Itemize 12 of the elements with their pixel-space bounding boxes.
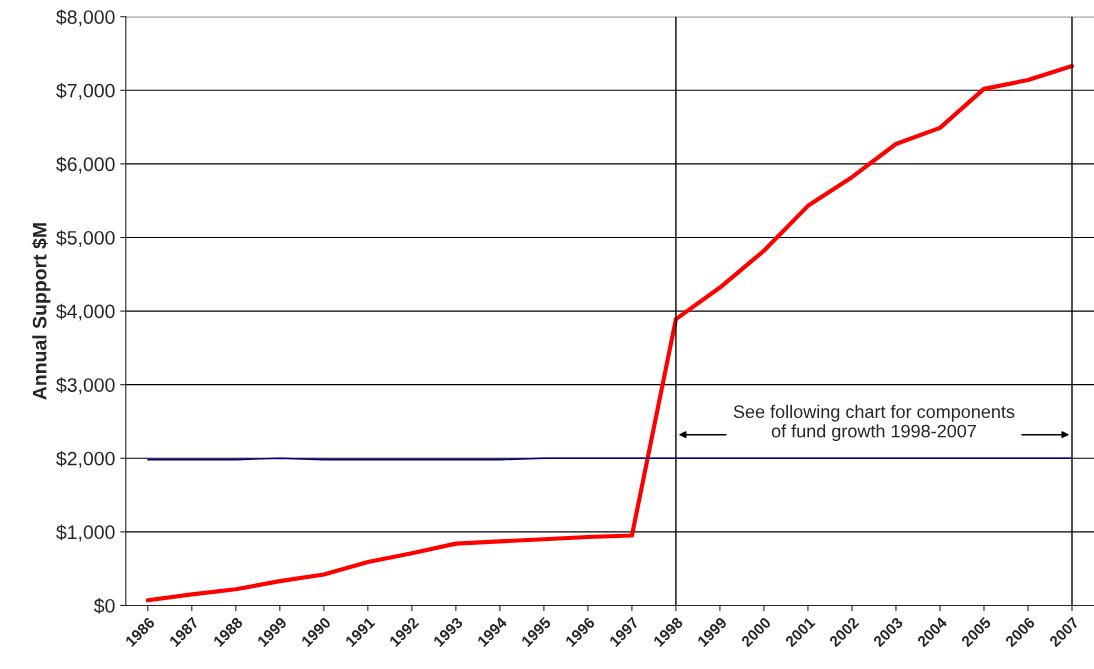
annotation: See following chart for components of fund growth 1998-2007	[733, 404, 1015, 442]
y-tick-label: $8,000	[56, 9, 115, 27]
y-tick-label: $3,000	[56, 377, 115, 395]
y-tick-label: $4,000	[56, 303, 115, 321]
y-tick-label: $1,000	[56, 524, 115, 542]
y-tick-label: $0	[93, 598, 115, 614]
y-tick-label: $7,000	[56, 82, 115, 100]
y-tick-label: $2,000	[56, 450, 115, 468]
y-axis-title: Annual Support $M	[31, 223, 51, 400]
y-tick-label: $5,000	[56, 230, 115, 248]
line-series	[145, 63, 1075, 603]
y-tick-label: $6,000	[56, 156, 115, 174]
